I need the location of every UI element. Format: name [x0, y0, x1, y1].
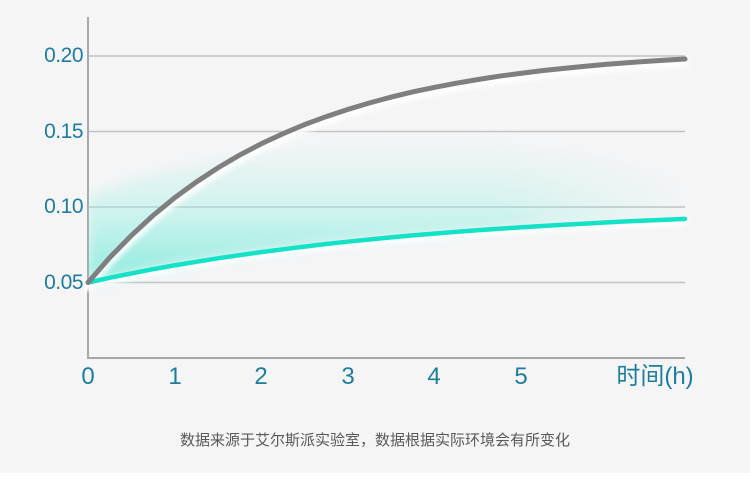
band-area	[88, 139, 685, 283]
y-tick-label: 0.05	[44, 271, 83, 294]
gray-curve-glow	[84, 59, 689, 291]
chart-panel: 0.20 0.15 0.10 0.05 0 1 2 3 4 5 时间(h) 数据来源于艾尔斯派实…	[44, 17, 694, 449]
line-chart	[84, 17, 689, 359]
teal-curve-glow	[84, 218, 689, 290]
series-lines	[84, 56, 689, 291]
y-tick-label: 0.10	[44, 195, 83, 218]
lower-teal-curve	[85, 216, 688, 285]
y-tick-label: 0.20	[44, 44, 83, 67]
x-tick-label: 1	[168, 363, 182, 390]
x-tick-label: 2	[254, 363, 268, 390]
x-tick-label: 4	[427, 363, 441, 390]
x-axis-title: 时间(h)	[616, 363, 694, 390]
y-tick-label: 0.15	[44, 120, 83, 143]
fill-band	[88, 139, 685, 283]
upper-gray-curve	[85, 56, 688, 285]
x-tick-label: 3	[341, 363, 355, 390]
x-tick-label: 0	[81, 363, 95, 390]
x-tick-label: 5	[514, 363, 528, 390]
caption: 数据来源于艾尔斯派实验室，数据根据实际环境会有所变化	[179, 432, 570, 449]
